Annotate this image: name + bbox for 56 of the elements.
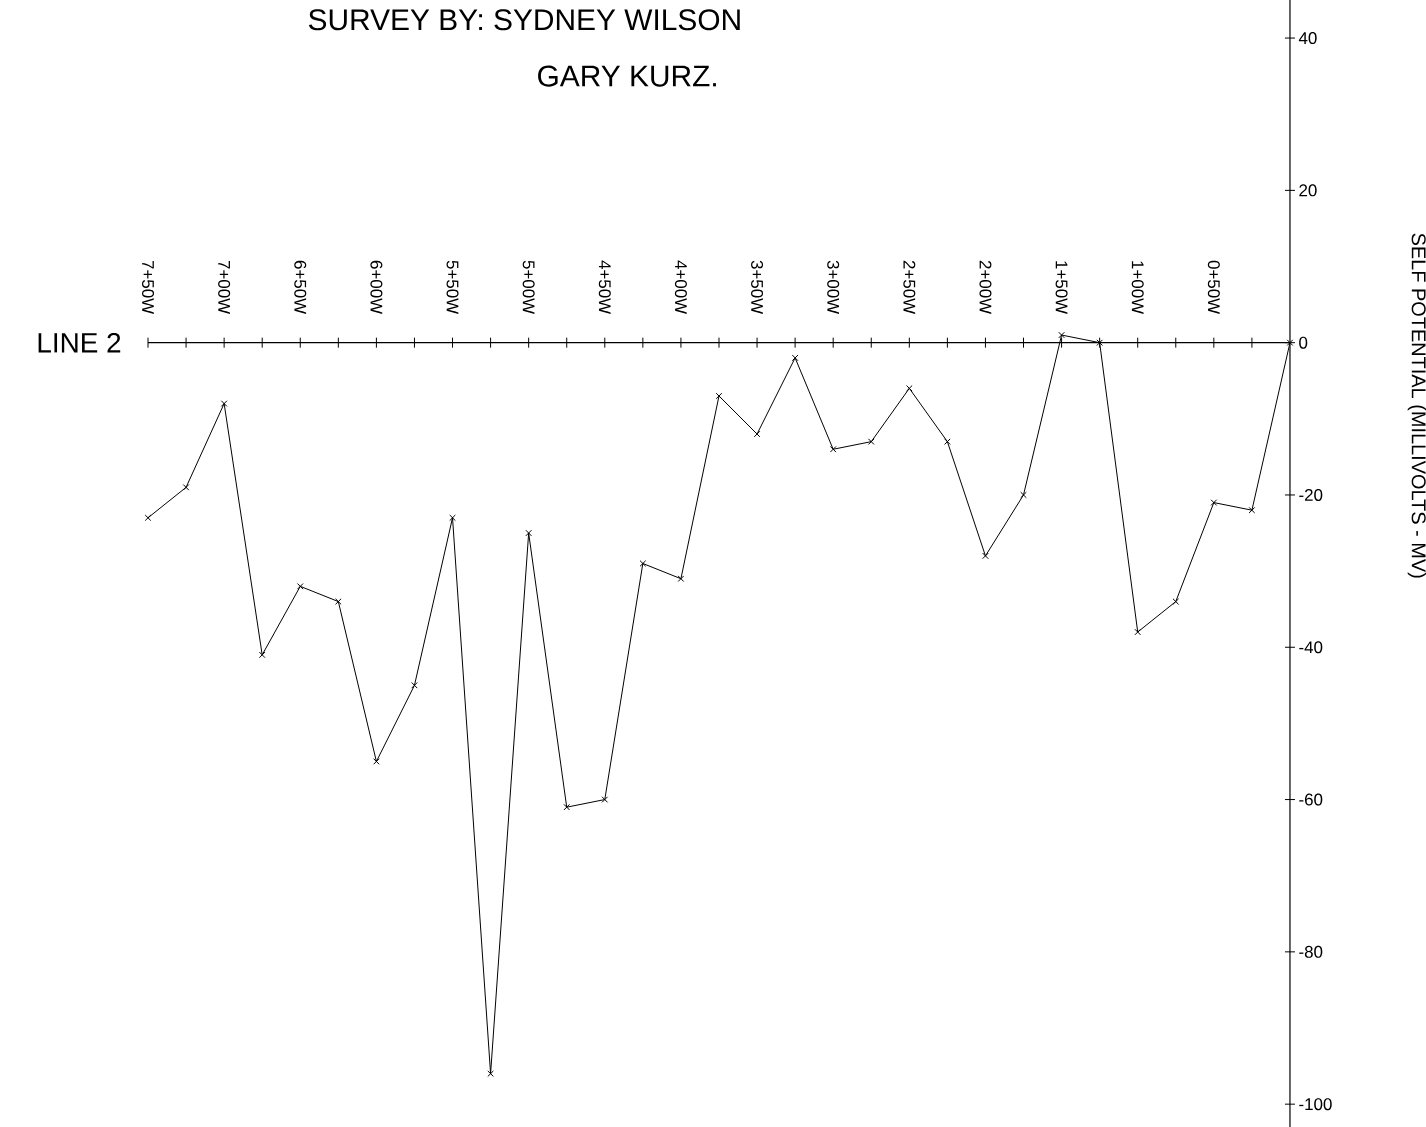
point [563, 803, 571, 811]
point [1210, 499, 1218, 506]
x-tick-label: 1+50W [1055, 261, 1068, 315]
point [677, 575, 685, 583]
point [829, 445, 837, 453]
x-tick-label: 0+50W [1207, 260, 1220, 315]
x-tick-label: 2+50W [903, 260, 916, 315]
point [1248, 506, 1256, 514]
point [1286, 339, 1294, 346]
x-tick-label: 4+50W [598, 260, 611, 315]
chart-title: SURVEY BY: SYDNEY WILSON [308, 9, 740, 31]
point [1058, 331, 1065, 339]
point [373, 758, 380, 765]
x-tick-label: 2+00W [979, 260, 992, 315]
point [335, 598, 342, 605]
point [639, 560, 647, 567]
y-tick-label: -60 [1299, 793, 1323, 806]
y-tick-label: 20 [1299, 184, 1317, 197]
text: GARY KURZ. [538, 65, 716, 87]
point [182, 484, 190, 491]
y-tick-label: -80 [1299, 945, 1323, 958]
point [525, 529, 532, 537]
y-tick-label: -20 [1299, 488, 1323, 501]
x-tick-label: 5+00W [522, 260, 535, 315]
point [487, 1070, 494, 1078]
point [867, 438, 875, 445]
point [601, 796, 609, 803]
point [449, 514, 456, 522]
x-tick-label: 7+50W [142, 260, 154, 315]
y-tick-label: -100 [1299, 1098, 1332, 1111]
point [1134, 628, 1142, 636]
x-tick-label: 1+00W [1131, 261, 1144, 315]
point [411, 682, 418, 689]
x-tick-label: 6+00W [370, 260, 383, 315]
point [944, 438, 951, 445]
y-tick-label: -40 [1299, 641, 1323, 654]
x-tick-label: 5+50W [446, 260, 459, 315]
point [982, 552, 989, 560]
y-axis-title: SELF POTENTIAL (MILLIVOLTS - MV) [1407, 233, 1426, 578]
y-tick-label: 0 [1299, 336, 1308, 349]
y-tick-label: 40 [1298, 32, 1317, 45]
point [220, 400, 228, 407]
point [258, 651, 266, 659]
point [1096, 339, 1103, 346]
x-tick-label: 3+00W [827, 260, 840, 315]
point [296, 583, 304, 590]
text: LINE 2 [38, 332, 121, 353]
point [791, 354, 799, 362]
x-tick-label: 4+00W [674, 260, 687, 315]
x-tick-label: 6+50W [294, 260, 307, 315]
point [144, 514, 152, 522]
point [1020, 491, 1027, 499]
point [906, 385, 913, 392]
x-tick-label: 7+00W [218, 260, 231, 315]
point [1172, 598, 1180, 605]
x-tick-label: 3+50W [751, 260, 764, 315]
